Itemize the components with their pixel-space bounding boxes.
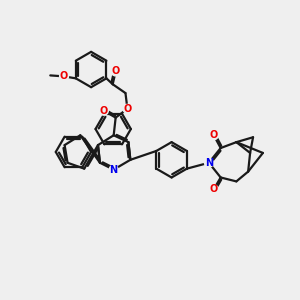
Text: O: O: [100, 106, 108, 116]
Text: O: O: [123, 104, 132, 114]
Circle shape: [205, 158, 213, 167]
Circle shape: [209, 131, 218, 140]
Text: O: O: [210, 130, 218, 140]
Circle shape: [111, 67, 120, 76]
Circle shape: [123, 104, 132, 113]
Text: O: O: [60, 71, 68, 81]
Text: O: O: [210, 184, 218, 194]
Text: N: N: [205, 158, 213, 168]
Text: N: N: [110, 165, 118, 175]
Circle shape: [109, 165, 118, 174]
Circle shape: [60, 72, 68, 81]
Circle shape: [209, 185, 218, 194]
Circle shape: [100, 106, 108, 115]
Text: O: O: [112, 67, 120, 76]
